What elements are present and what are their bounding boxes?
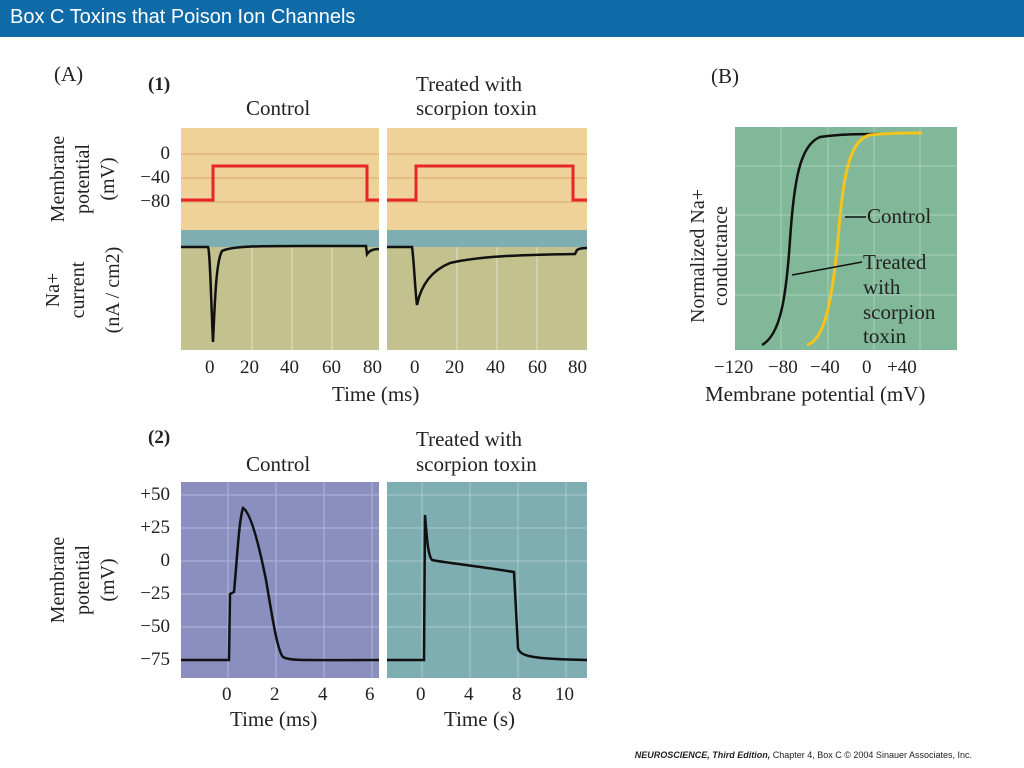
a1-control-voltage-bg [181, 128, 379, 230]
a2-treated-bg [387, 482, 587, 678]
a2-ms-tick: 2 [270, 684, 280, 705]
a1-treated-voltage-bg [387, 128, 587, 230]
b-annotation-control: Control [867, 204, 932, 228]
a1-control-current-trace [181, 244, 380, 343]
a2-ms-tick: 4 [318, 684, 328, 705]
a1-na-label-line1: Na+ [42, 272, 64, 308]
a1-control-voltage-step [181, 164, 379, 202]
a1-control-time-tick: 60 [322, 357, 341, 378]
panel-a-label: (A) [54, 62, 84, 86]
a1-mp-label-line2: potential [72, 144, 94, 214]
a2-vtick: −25 [140, 583, 170, 604]
a2-vtick: +25 [140, 517, 170, 538]
a2-control-title: Control [246, 452, 311, 476]
a2-s-tick: 8 [512, 684, 522, 705]
a1-treated-current-band [387, 230, 587, 247]
footer-book: NEUROSCIENCE, Third Edition, [634, 750, 771, 760]
b-xtick: −120 [714, 357, 754, 378]
b-xtick: +40 [887, 357, 917, 378]
a2-time-ms-label: Time (ms) [230, 707, 318, 731]
a1-control-time-tick: 80 [363, 357, 382, 378]
a1-treated-current-trace [387, 245, 588, 306]
slide-title: Box C Toxins that Poison Ion Channels [10, 6, 356, 28]
footer-copyright: © 2004 Sinauer Associates, Inc. [844, 750, 972, 760]
b-annotation-treated-2: with [863, 275, 901, 299]
a1-treated-time-tick: 60 [528, 357, 547, 378]
a1-time-axis-label: Time (ms) [332, 382, 420, 406]
a1-treated-title-line1: Treated with [416, 72, 522, 96]
a2-treated-title-line2: scorpion toxin [416, 452, 537, 476]
a1-treated-time-tick: 80 [568, 357, 587, 378]
b-treated-curve [761, 132, 886, 347]
a2-ms-tick: 6 [365, 684, 375, 705]
b-xlabel: Membrane potential (mV) [705, 382, 926, 406]
a2-mp-label-line1: Membrane [47, 536, 69, 624]
a1-treated-time-tick: 20 [445, 357, 464, 378]
a2-ms-tick: 0 [222, 684, 232, 705]
subpanel-2-label: (2) [148, 427, 171, 448]
a2-control-bg [181, 482, 379, 678]
footer-chapter: Chapter 4, Box C [770, 750, 842, 760]
b-annotation-treated-4: toxin [863, 324, 907, 348]
a1-treated-time-tick: 0 [410, 357, 420, 378]
a2-s-tick: 4 [464, 684, 474, 705]
a2-control-action-potential [181, 506, 380, 662]
a1-vtick: −80 [140, 191, 170, 212]
a2-vtick: +50 [140, 484, 170, 505]
a1-vtick: −40 [140, 167, 170, 188]
a1-treated-time-tick: 40 [486, 357, 505, 378]
b-control-curve [806, 131, 923, 347]
b-annotation-treated-3: scorpion [863, 300, 936, 324]
b-annotation-treated-1: Treated [863, 250, 927, 274]
subpanel-1-label: (1) [148, 74, 171, 95]
a2-vtick: 0 [160, 550, 171, 571]
a2-treated-title-line1: Treated with [416, 427, 522, 451]
a1-treated-title-line2: scorpion toxin [416, 96, 537, 120]
b-ylabel-line2: conductance [710, 206, 732, 306]
a1-control-current-band [181, 230, 379, 247]
panel-b-label: (B) [711, 64, 739, 88]
a1-mp-label-line1: Membrane [47, 135, 69, 223]
a1-treated-current-bg [387, 230, 587, 350]
a2-vtick: −75 [140, 649, 170, 670]
a1-vtick: 0 [160, 143, 171, 164]
b-treated-leader [791, 261, 863, 276]
a1-control-time-tick: 0 [205, 357, 215, 378]
a2-treated-action-potential [387, 514, 588, 662]
footer-credit: NEUROSCIENCE, Third Edition, Chapter 4, … [635, 750, 972, 760]
a1-mp-label-unit: (mV) [97, 157, 119, 201]
b-xtick: 0 [862, 357, 872, 378]
b-xtick: −80 [768, 357, 798, 378]
a2-time-s-label: Time (s) [444, 707, 515, 731]
a2-vtick: −50 [140, 616, 170, 637]
a1-control-time-tick: 40 [280, 357, 299, 378]
b-xtick: −40 [810, 357, 840, 378]
a1-control-time-tick: 20 [240, 357, 259, 378]
b-ylabel-line1: Normalized Na+ [687, 189, 709, 324]
a2-mp-label-line2: potential [72, 545, 94, 615]
a1-treated-voltage-step [387, 164, 587, 202]
a1-na-label-unit: (nA / cm2) [102, 246, 124, 334]
a1-control-title: Control [246, 96, 311, 120]
a1-na-label-line2: current [67, 261, 89, 319]
title-bar: Box C Toxins that Poison Ion Channels [0, 0, 1024, 37]
a2-s-tick: 10 [555, 684, 574, 705]
a2-s-tick: 0 [416, 684, 426, 705]
